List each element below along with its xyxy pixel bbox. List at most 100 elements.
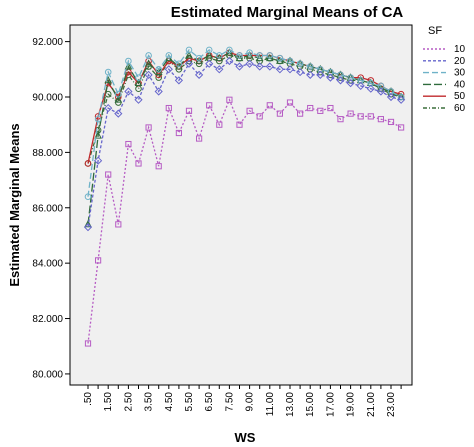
data-point (83, 223, 93, 232)
x-tick-label: 21.00 (366, 392, 377, 417)
data-point (346, 79, 355, 88)
y-tick-label: 88.000 (32, 148, 63, 159)
data-point (246, 107, 253, 114)
x-tick-label: 2.50 (123, 392, 134, 412)
chart-title: Estimated Marginal Means of CA (171, 4, 404, 21)
data-point (316, 70, 325, 79)
x-tick-label: 7.50 (224, 392, 235, 412)
data-point (387, 118, 395, 126)
data-point (105, 171, 112, 178)
x-axis: .50 1.50 2.50 3.50 4.50 5.50 6.50 7.50 9.00 11.00… (83, 385, 402, 417)
data-point (114, 95, 123, 103)
data-point (205, 51, 214, 59)
data-point (246, 49, 253, 56)
data-point (307, 104, 314, 112)
y-tick-label: 80.000 (32, 369, 63, 380)
data-point (265, 62, 274, 71)
data-point (306, 70, 315, 79)
data-point (165, 104, 172, 112)
data-point (216, 52, 223, 59)
x-tick-label: 19.00 (346, 392, 357, 417)
data-point (367, 113, 374, 120)
data-point (317, 107, 324, 114)
data-point (195, 54, 203, 62)
data-point (84, 340, 92, 347)
data-point (196, 135, 203, 142)
data-point (398, 124, 405, 131)
series-line-30 (87, 48, 402, 197)
data-point (286, 57, 294, 65)
data-point (124, 87, 133, 96)
data-point (144, 70, 153, 79)
data-point (174, 76, 184, 85)
data-point (275, 65, 285, 74)
data-point (386, 92, 396, 102)
data-point (215, 65, 224, 74)
plot-area (69, 24, 413, 386)
y-tick-label: 86.000 (32, 203, 63, 214)
y-tick-label: 90.000 (32, 93, 63, 104)
data-point (266, 52, 274, 59)
data-point (226, 96, 233, 103)
data-point (286, 99, 294, 106)
data-point (135, 74, 142, 81)
data-point (276, 54, 284, 62)
data-point (236, 52, 243, 59)
data-point (114, 109, 123, 118)
x-tick-label: 4.50 (164, 392, 175, 412)
data-point (145, 124, 152, 131)
data-point (205, 59, 214, 68)
legend-label-50: 50 (454, 91, 466, 102)
data-point (175, 60, 183, 68)
data-point (396, 95, 406, 104)
data-point (125, 57, 132, 65)
data-point (205, 46, 213, 54)
data-point (115, 90, 122, 98)
data-point (235, 62, 244, 71)
data-point (144, 59, 153, 67)
data-point (226, 46, 233, 54)
data-point (356, 81, 365, 91)
data-point (95, 257, 102, 264)
legend-label-30: 30 (454, 68, 466, 79)
data-point (104, 103, 113, 113)
data-point (164, 65, 173, 74)
data-point (276, 110, 283, 117)
x-tick-label: 3.50 (144, 392, 155, 412)
data-point (94, 113, 102, 120)
data-point (155, 66, 162, 73)
data-point (347, 110, 354, 117)
y-tick-label: 92.000 (32, 37, 63, 48)
series-line-20 (87, 60, 402, 228)
series-10 (84, 96, 405, 347)
y-tick-label: 82.000 (32, 314, 63, 325)
data-point (377, 116, 384, 123)
y-axis-title: Estimated Marginal Means (7, 123, 22, 286)
x-tick-label: 23.00 (386, 392, 397, 417)
x-tick-label: .50 (83, 392, 94, 406)
data-point (236, 121, 243, 128)
data-point (266, 102, 273, 109)
x-tick-label: 11.00 (265, 392, 276, 417)
x-tick-label: 17.00 (325, 392, 336, 417)
legend-label-20: 20 (454, 56, 466, 67)
data-point (326, 73, 335, 82)
data-point (145, 52, 152, 59)
data-point (185, 46, 193, 54)
x-tick-label: 15.00 (305, 392, 316, 417)
legend-title: SF (428, 25, 442, 37)
data-point (84, 193, 92, 200)
data-point (285, 65, 295, 74)
data-point (296, 60, 304, 68)
data-point (366, 84, 375, 93)
data-point (84, 160, 92, 167)
data-point (185, 107, 193, 114)
data-point (245, 59, 254, 68)
y-tick-label: 84.000 (32, 259, 63, 270)
data-point (185, 51, 193, 59)
data-point (225, 56, 234, 66)
data-point (327, 104, 334, 112)
x-tick-label: 9.00 (245, 392, 256, 412)
